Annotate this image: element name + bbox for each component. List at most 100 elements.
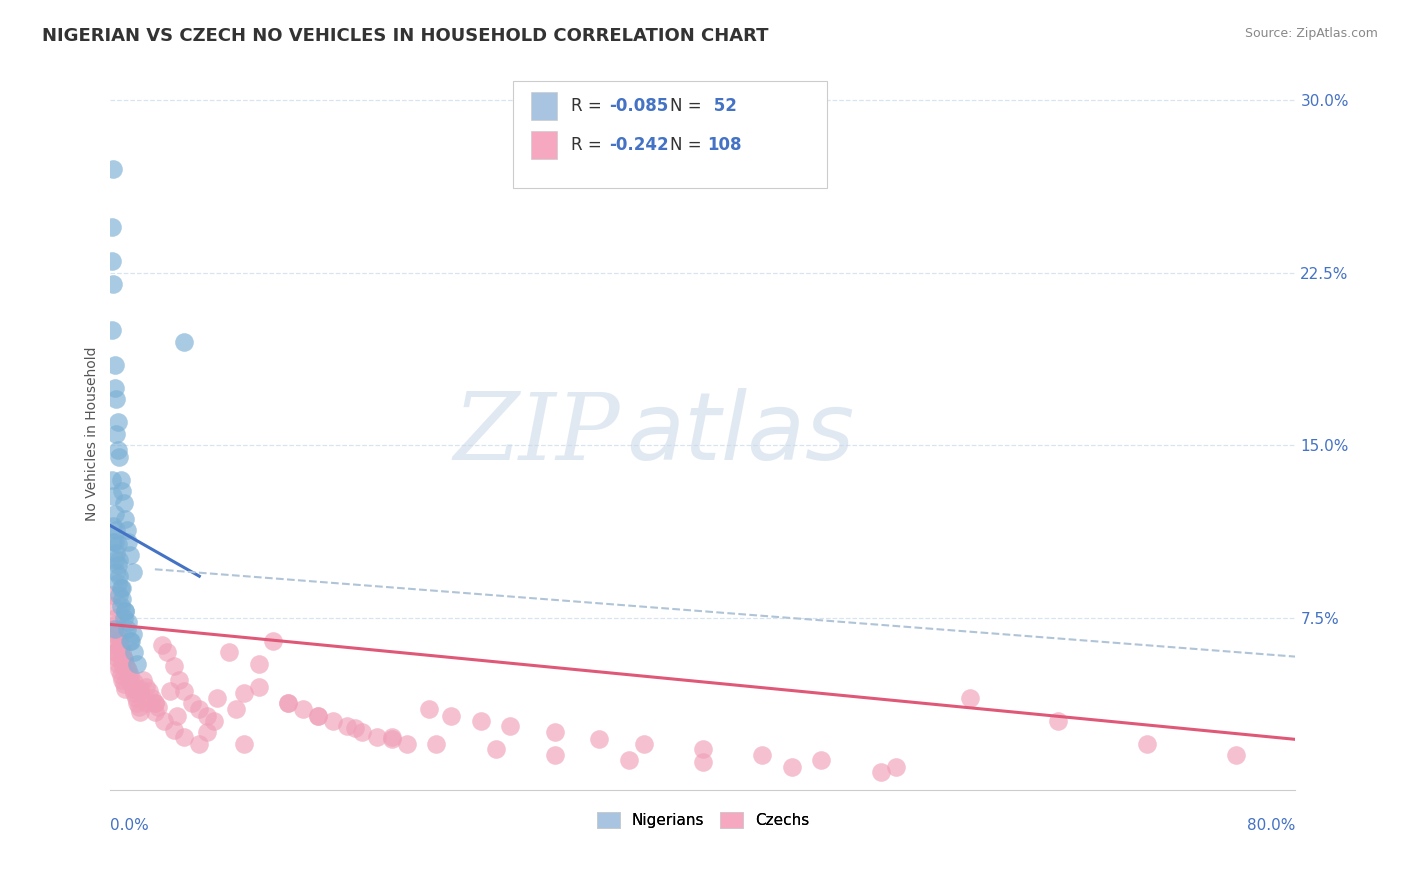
Point bbox=[112, 610, 135, 624]
Point bbox=[152, 714, 174, 728]
Point bbox=[110, 668, 132, 682]
Text: 52: 52 bbox=[707, 97, 737, 115]
Point bbox=[125, 657, 148, 671]
Point bbox=[163, 658, 186, 673]
Point bbox=[202, 714, 225, 728]
Point bbox=[107, 415, 129, 429]
Point bbox=[120, 677, 142, 691]
Point bbox=[780, 760, 803, 774]
Point bbox=[115, 622, 138, 636]
Point bbox=[107, 626, 129, 640]
Point bbox=[425, 737, 447, 751]
Point bbox=[692, 756, 714, 770]
Point bbox=[117, 534, 139, 549]
Point bbox=[128, 700, 150, 714]
Point bbox=[118, 633, 141, 648]
Point bbox=[118, 549, 141, 563]
Point bbox=[262, 633, 284, 648]
Point bbox=[277, 696, 299, 710]
FancyBboxPatch shape bbox=[531, 92, 557, 120]
Point bbox=[111, 592, 134, 607]
Point bbox=[692, 741, 714, 756]
Point bbox=[277, 696, 299, 710]
Point bbox=[122, 686, 145, 700]
Point bbox=[125, 696, 148, 710]
Point bbox=[291, 702, 314, 716]
Point bbox=[118, 668, 141, 682]
Point bbox=[104, 534, 127, 549]
Point bbox=[103, 162, 125, 177]
Point bbox=[381, 730, 404, 744]
Point bbox=[105, 523, 128, 537]
Point bbox=[103, 489, 125, 503]
Point bbox=[143, 696, 166, 710]
Text: R =: R = bbox=[571, 97, 607, 115]
Point bbox=[101, 622, 124, 636]
Point bbox=[121, 681, 143, 696]
Point bbox=[163, 723, 186, 738]
Point bbox=[247, 657, 270, 671]
Text: N =: N = bbox=[669, 136, 707, 154]
Point bbox=[117, 664, 139, 678]
Point bbox=[588, 732, 610, 747]
FancyBboxPatch shape bbox=[513, 81, 827, 188]
Text: N =: N = bbox=[669, 97, 707, 115]
Point bbox=[115, 523, 138, 537]
Point bbox=[111, 657, 134, 671]
Point bbox=[104, 358, 127, 372]
Point bbox=[959, 691, 981, 706]
Point bbox=[104, 645, 127, 659]
Point bbox=[136, 696, 159, 710]
Point bbox=[156, 645, 179, 659]
Point bbox=[104, 381, 127, 395]
Point bbox=[195, 709, 218, 723]
Point bbox=[101, 473, 124, 487]
Point bbox=[103, 534, 125, 549]
Point bbox=[107, 442, 129, 457]
Point bbox=[159, 684, 181, 698]
Point bbox=[1225, 748, 1247, 763]
Point bbox=[101, 588, 124, 602]
Point bbox=[108, 664, 131, 678]
Point bbox=[132, 673, 155, 687]
Point bbox=[104, 507, 127, 521]
Point bbox=[232, 686, 254, 700]
Text: NIGERIAN VS CZECH NO VEHICLES IN HOUSEHOLD CORRELATION CHART: NIGERIAN VS CZECH NO VEHICLES IN HOUSEHO… bbox=[42, 27, 769, 45]
Point bbox=[135, 680, 157, 694]
Text: 0.0%: 0.0% bbox=[111, 819, 149, 833]
Point bbox=[104, 553, 127, 567]
Point bbox=[110, 599, 132, 613]
Point bbox=[205, 691, 228, 706]
Point bbox=[104, 610, 127, 624]
Point bbox=[104, 622, 127, 636]
Point bbox=[105, 426, 128, 441]
Point bbox=[869, 764, 891, 779]
Point bbox=[108, 633, 131, 648]
Point bbox=[105, 617, 128, 632]
Point bbox=[108, 569, 131, 583]
Y-axis label: No Vehicles in Household: No Vehicles in Household bbox=[86, 346, 100, 521]
Point bbox=[173, 334, 195, 349]
Point bbox=[188, 737, 211, 751]
Point bbox=[114, 512, 136, 526]
Point bbox=[111, 484, 134, 499]
Point bbox=[101, 219, 124, 234]
Text: 80.0%: 80.0% bbox=[1247, 819, 1295, 833]
Point bbox=[108, 450, 131, 464]
Point bbox=[111, 645, 134, 659]
Point bbox=[122, 645, 145, 659]
Point bbox=[322, 714, 344, 728]
Point bbox=[470, 714, 492, 728]
Point bbox=[107, 657, 129, 671]
Point bbox=[120, 633, 142, 648]
Point bbox=[418, 702, 440, 716]
Text: -0.085: -0.085 bbox=[609, 97, 669, 115]
Point bbox=[104, 626, 127, 640]
Point bbox=[108, 640, 131, 655]
Point bbox=[751, 748, 773, 763]
Point bbox=[107, 576, 129, 591]
Point bbox=[544, 725, 567, 739]
FancyBboxPatch shape bbox=[531, 131, 557, 160]
Point bbox=[343, 721, 366, 735]
Point bbox=[232, 737, 254, 751]
